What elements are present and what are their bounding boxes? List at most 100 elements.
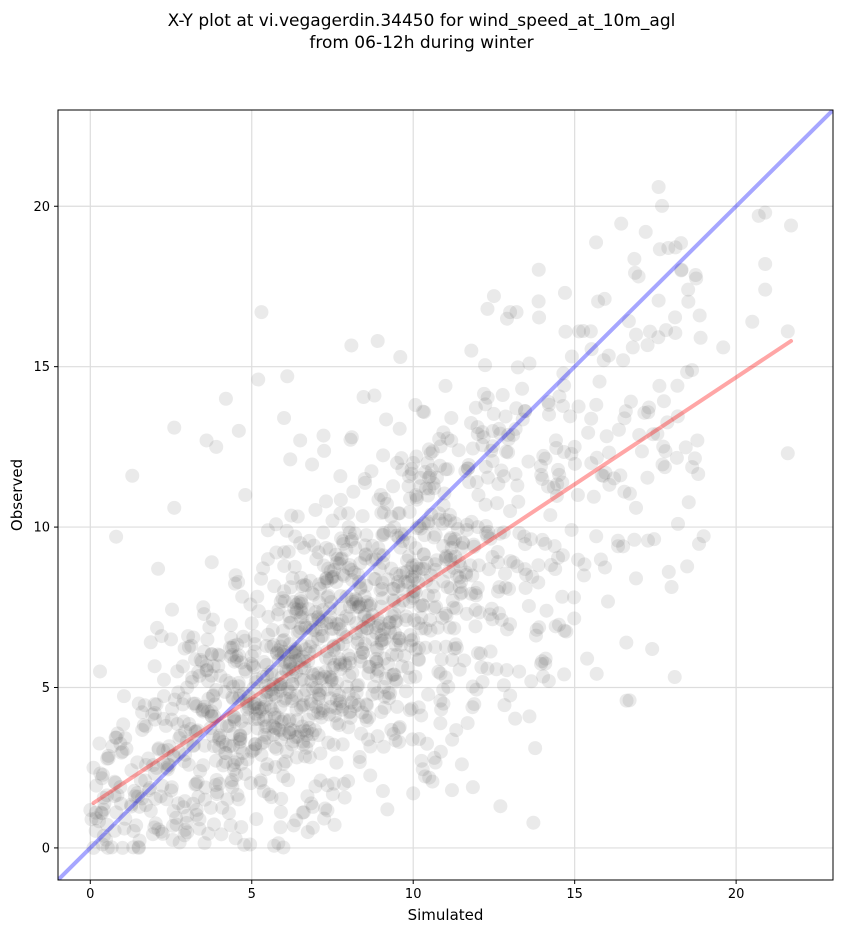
data-point — [290, 509, 305, 524]
data-point — [311, 666, 326, 681]
data-point — [492, 526, 507, 541]
data-point — [100, 817, 115, 832]
data-point — [352, 575, 367, 590]
data-point — [299, 683, 314, 698]
data-point — [423, 568, 438, 583]
data-point — [181, 757, 196, 772]
data-point — [400, 575, 415, 590]
data-point — [297, 654, 312, 669]
data-point — [692, 536, 707, 551]
data-point — [412, 641, 427, 656]
data-point — [358, 548, 373, 563]
data-point — [558, 324, 573, 339]
data-point — [307, 723, 322, 738]
data-point — [279, 744, 294, 759]
data-point — [467, 539, 482, 554]
data-point — [359, 621, 374, 636]
data-point — [349, 678, 364, 693]
data-point — [412, 731, 427, 746]
data-point — [256, 784, 271, 799]
data-point — [88, 811, 103, 826]
data-point — [758, 257, 773, 271]
data-point — [170, 664, 185, 679]
data-point — [293, 536, 308, 551]
data-point — [107, 823, 122, 838]
data-point — [570, 488, 585, 502]
data-point — [156, 743, 171, 758]
data-point — [237, 766, 252, 781]
data-point — [209, 787, 224, 802]
data-point — [247, 660, 262, 675]
data-point — [277, 584, 292, 599]
data-point — [298, 578, 313, 593]
data-point — [218, 391, 233, 406]
data-point — [192, 821, 207, 836]
data-point — [680, 559, 695, 574]
data-point — [422, 481, 437, 496]
data-point — [147, 712, 162, 727]
data-point — [290, 625, 305, 640]
data-point — [452, 570, 467, 585]
data-point — [538, 536, 553, 551]
data-point — [674, 263, 689, 278]
data-point — [226, 691, 241, 706]
data-point — [205, 612, 220, 627]
data-point — [333, 601, 348, 616]
data-point — [532, 620, 547, 635]
data-point — [345, 594, 360, 609]
data-point — [346, 597, 361, 612]
data-point — [420, 736, 435, 751]
data-point — [199, 433, 214, 448]
data-point — [432, 432, 447, 447]
data-point — [668, 310, 683, 325]
data-point — [320, 574, 335, 589]
data-point — [339, 630, 354, 645]
data-point — [136, 718, 151, 733]
data-point — [345, 665, 360, 680]
data-point — [273, 639, 288, 654]
data-point — [367, 679, 382, 694]
data-point — [295, 579, 310, 594]
data-point — [218, 737, 233, 752]
data-point — [391, 579, 406, 594]
data-point — [316, 525, 331, 540]
data-point — [266, 677, 281, 692]
data-point — [204, 709, 219, 724]
data-point — [321, 735, 336, 750]
data-point — [426, 530, 441, 545]
data-point — [584, 342, 599, 357]
data-point — [324, 622, 339, 637]
data-point — [521, 454, 536, 469]
data-point — [132, 833, 147, 848]
data-point — [329, 617, 344, 632]
data-point — [344, 695, 359, 710]
data-point — [443, 532, 458, 547]
data-point — [406, 584, 421, 599]
data-point — [399, 609, 414, 624]
data-point — [317, 443, 332, 458]
data-point — [216, 758, 231, 773]
data-point — [402, 670, 417, 685]
data-point — [262, 787, 277, 802]
data-point — [232, 732, 247, 747]
data-point — [385, 668, 400, 683]
data-point — [324, 594, 339, 609]
data-point — [207, 709, 222, 724]
data-point — [259, 709, 274, 724]
data-point — [275, 633, 290, 648]
data-point — [277, 727, 292, 742]
data-point — [512, 664, 527, 679]
data-point — [142, 781, 157, 796]
data-point — [156, 755, 171, 770]
data-point — [339, 679, 354, 694]
chart-subtitle: from 06-12h during winter — [309, 33, 534, 53]
data-point — [227, 712, 242, 727]
data-point — [508, 467, 523, 482]
data-point — [156, 689, 171, 704]
data-point — [404, 633, 419, 648]
data-point — [416, 516, 431, 531]
data-point — [441, 679, 456, 694]
data-point — [339, 609, 354, 624]
data-point — [371, 540, 386, 555]
